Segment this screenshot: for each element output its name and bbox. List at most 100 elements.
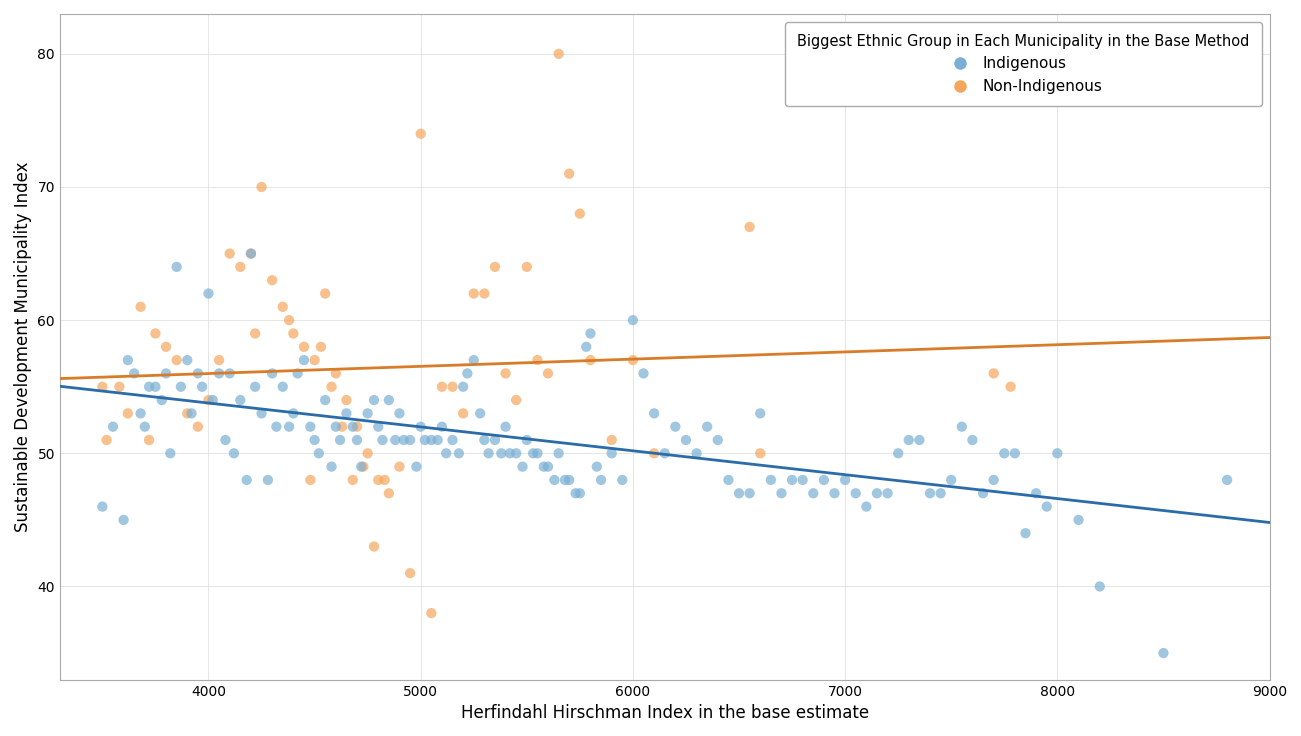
Point <box>368 474 389 486</box>
Point <box>220 367 241 379</box>
Point <box>301 421 321 433</box>
Point <box>1015 527 1036 539</box>
Point <box>203 394 224 406</box>
Point <box>1000 381 1021 392</box>
Point <box>576 341 597 353</box>
Point <box>951 421 972 433</box>
Point <box>749 408 770 420</box>
Point <box>332 421 353 433</box>
Point <box>208 367 229 379</box>
Point <box>315 288 336 300</box>
Point <box>984 474 1004 486</box>
Point <box>474 288 494 300</box>
Point <box>265 421 286 433</box>
Point <box>984 367 1004 379</box>
Point <box>156 341 177 353</box>
Point <box>432 381 453 392</box>
Point <box>321 381 342 392</box>
Point <box>113 514 134 526</box>
Point <box>930 487 951 499</box>
Point <box>230 394 251 406</box>
Point <box>134 421 155 433</box>
Point <box>537 461 558 473</box>
Point <box>1047 447 1068 459</box>
Point <box>308 447 329 459</box>
Point <box>220 248 241 260</box>
Point <box>342 474 363 486</box>
Point <box>644 447 665 459</box>
Point <box>410 421 431 433</box>
Point <box>516 434 537 446</box>
Point <box>294 341 315 353</box>
Point <box>675 434 696 446</box>
Point <box>548 48 569 60</box>
Point <box>109 381 130 392</box>
Point <box>644 408 665 420</box>
Point <box>336 394 356 406</box>
Point <box>304 434 325 446</box>
Point <box>325 367 346 379</box>
Point <box>1025 487 1046 499</box>
Point <box>237 474 258 486</box>
Point <box>278 421 299 433</box>
Point <box>144 328 165 339</box>
Point <box>177 408 198 420</box>
Point <box>554 474 575 486</box>
Point <box>496 367 516 379</box>
Point <box>463 288 484 300</box>
Point <box>601 447 622 459</box>
Point <box>144 381 165 392</box>
Point <box>353 461 373 473</box>
Point <box>156 367 177 379</box>
Point <box>379 394 399 406</box>
Point <box>363 394 384 406</box>
Point <box>527 447 548 459</box>
Point <box>389 408 410 420</box>
Point <box>697 421 718 433</box>
Point <box>167 354 187 366</box>
Point <box>513 461 533 473</box>
Point <box>363 541 384 553</box>
Point <box>490 447 511 459</box>
Point <box>846 487 866 499</box>
Point <box>406 461 427 473</box>
Point <box>224 447 245 459</box>
Point <box>463 354 484 366</box>
Point <box>484 261 505 273</box>
Point <box>761 474 782 486</box>
Point <box>103 421 124 433</box>
Point <box>177 354 198 366</box>
Y-axis label: Sustainable Development Municipality Index: Sustainable Development Municipality Ind… <box>14 161 33 532</box>
Point <box>399 434 420 446</box>
Point <box>537 367 558 379</box>
Point <box>415 434 436 446</box>
Point <box>96 434 117 446</box>
Point <box>792 474 813 486</box>
Point <box>442 434 463 446</box>
Point <box>506 447 527 459</box>
Point <box>1089 581 1110 592</box>
Point <box>288 367 308 379</box>
Point <box>479 447 500 459</box>
Point <box>346 421 367 433</box>
Point <box>771 487 792 499</box>
Point <box>422 434 442 446</box>
Point <box>329 434 350 446</box>
Point <box>191 381 212 392</box>
Point <box>358 447 379 459</box>
Point <box>160 447 181 459</box>
Point <box>301 474 321 486</box>
Point <box>139 434 160 446</box>
Point <box>422 607 442 619</box>
X-axis label: Herfindahl Hirschman Index in the base estimate: Herfindahl Hirschman Index in the base e… <box>461 704 869 722</box>
Point <box>258 474 278 486</box>
Point <box>559 168 580 180</box>
Point <box>739 221 760 233</box>
Point <box>565 487 585 499</box>
Point <box>130 301 151 313</box>
Point <box>453 408 474 420</box>
Point <box>601 434 622 446</box>
Point <box>559 474 580 486</box>
Point <box>866 487 887 499</box>
Point <box>372 434 393 446</box>
